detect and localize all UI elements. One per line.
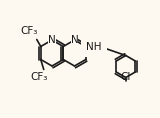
- Text: N: N: [48, 35, 56, 45]
- Text: CF₃: CF₃: [30, 72, 47, 82]
- Text: CF₃: CF₃: [20, 27, 37, 36]
- Text: N: N: [71, 35, 78, 45]
- Text: NH: NH: [86, 42, 102, 51]
- Text: Cl: Cl: [121, 72, 131, 82]
